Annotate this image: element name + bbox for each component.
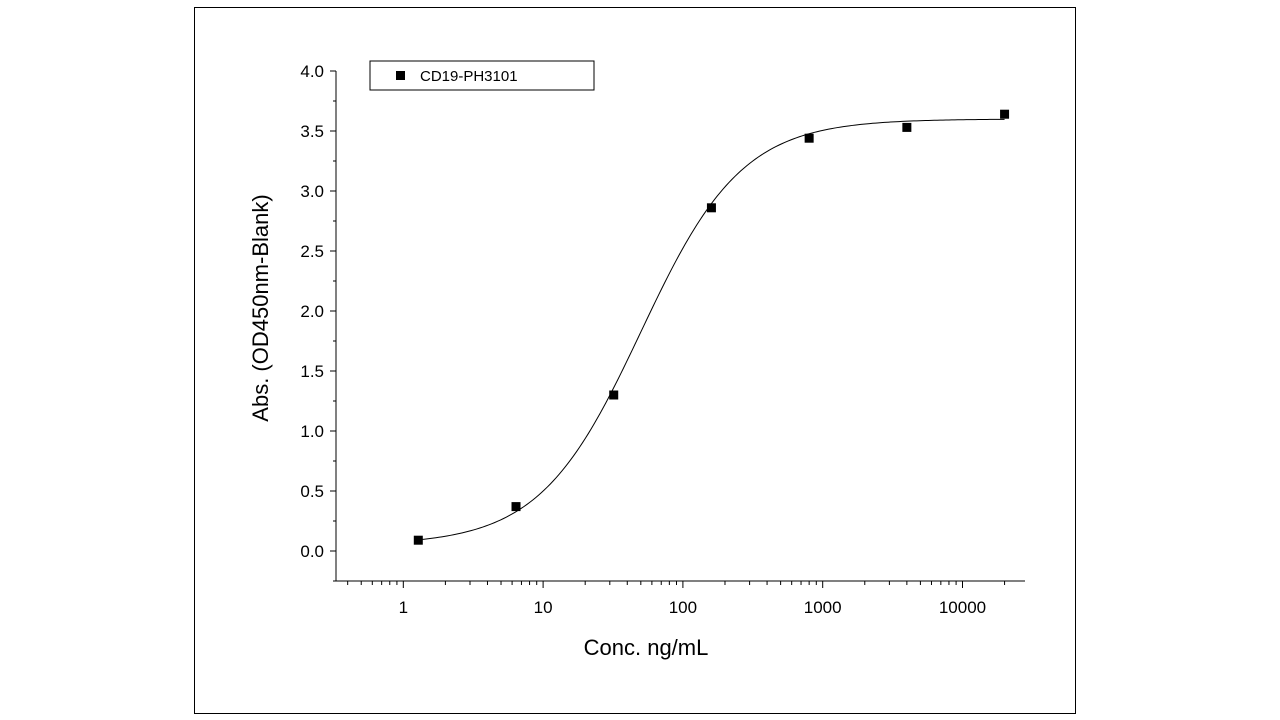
y-tick-label: 3.0 [300, 182, 324, 201]
legend-marker [396, 71, 405, 80]
y-tick-label: 4.0 [300, 62, 324, 81]
data-point [609, 390, 619, 400]
legend-label: CD19-PH3101 [420, 68, 518, 85]
chart-frame [194, 7, 1076, 714]
x-tick-label: 10 [534, 598, 553, 617]
data-point [902, 122, 912, 132]
data-point [1000, 109, 1010, 119]
y-tick-label: 0.5 [300, 482, 324, 501]
y-tick-label: 1.5 [300, 362, 324, 381]
y-tick-label: 2.0 [300, 302, 324, 321]
x-tick-label: 1 [399, 598, 408, 617]
y-tick-label: 1.0 [300, 422, 324, 441]
y-tick-label: 2.5 [300, 242, 324, 261]
axes: 0.0 0.5 1.0 1.5 2.0 2.5 3.0 3.5 4.0 1 10 100 1000 100… [300, 62, 1025, 617]
y-tick-label: 0.0 [300, 542, 324, 561]
x-tick-label: 100 [669, 598, 697, 617]
data-point [804, 133, 814, 143]
x-tick-label: 1000 [804, 598, 842, 617]
x-axis-title: Conc. ng/mL [584, 635, 709, 660]
data-point [706, 203, 716, 213]
x-tick-label: 10000 [939, 598, 986, 617]
y-tick-label: 3.5 [300, 122, 324, 141]
y-axis-title: Abs. (OD450nm-Blank) [248, 194, 273, 421]
data-point [511, 502, 521, 512]
data-point [413, 535, 423, 545]
fit-curve [418, 118, 1005, 541]
data-points [413, 109, 1010, 545]
legend: CD19-PH3101 [369, 60, 595, 91]
legend-box [369, 60, 595, 91]
